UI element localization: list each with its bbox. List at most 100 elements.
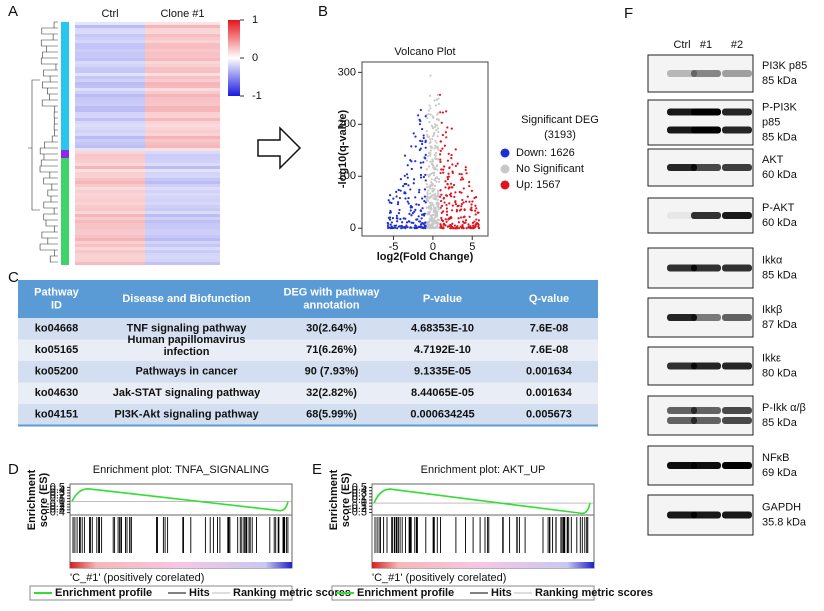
heatmap-cell — [145, 199, 220, 202]
volcano-point-decor — [441, 111, 444, 114]
lane-label: #2 — [731, 39, 743, 51]
heatmap-cell — [75, 181, 145, 184]
heatmap-cell — [145, 58, 220, 61]
legend-frame — [331, 585, 595, 601]
volcano-point-decor — [437, 221, 440, 225]
volcano-point-decor — [434, 198, 437, 201]
volcano-point-decor — [471, 200, 474, 203]
band-decor — [691, 108, 721, 116]
volcano-point-decor — [418, 225, 421, 229]
volcano-point-decor — [425, 130, 428, 133]
heatmap-cell — [75, 82, 145, 85]
volcano-point-decor — [424, 115, 427, 118]
volcano-point-decor — [391, 226, 394, 229]
heatmap-cell — [75, 118, 145, 121]
volcano-point-decor — [439, 226, 442, 229]
heatmap-cell — [145, 34, 220, 37]
volcano-point-decor — [430, 226, 434, 230]
volcano-point-decor — [419, 119, 422, 123]
volcano-point-decor — [428, 211, 431, 214]
volcano-point-decor — [422, 136, 425, 140]
volcano-point-decor — [442, 196, 446, 200]
heatmap-cell — [75, 223, 145, 226]
volcano-point-decor — [463, 208, 466, 211]
volcano-point-decor — [477, 219, 481, 222]
volcano-point-decor — [456, 227, 459, 230]
volcano-point-decor — [468, 184, 471, 188]
legend-label: Hits — [491, 587, 512, 599]
heatmap-cell — [145, 76, 220, 79]
volcano-point-decor — [477, 225, 480, 228]
heatmap-cell — [145, 115, 220, 118]
volcano-point-decor — [440, 216, 443, 220]
volcano-point-decor — [449, 192, 453, 195]
volcano-point-decor — [412, 132, 415, 135]
protein-label: 85 kDa — [762, 269, 798, 281]
heatmap-cell — [75, 88, 145, 91]
volcano-point-decor — [427, 175, 430, 178]
volcano-point-decor — [431, 187, 434, 190]
volcano-point-decor — [447, 218, 450, 221]
volcano-point-decor — [414, 224, 417, 227]
volcano-point-decor — [435, 129, 438, 132]
volcano-point-decor — [436, 210, 439, 213]
volcano-point-decor — [436, 164, 439, 167]
volcano-point-decor — [464, 168, 467, 172]
heatmap-cell — [75, 166, 145, 169]
volcano-point-decor — [434, 215, 437, 218]
volcano-point-decor — [436, 93, 439, 97]
volcano-point-decor — [445, 210, 449, 213]
heatmap-cell — [75, 25, 145, 28]
heatmap-cell — [145, 73, 220, 76]
heatmap-cell — [75, 124, 145, 127]
heatmap-cell — [145, 190, 220, 193]
volcano-point-decor — [390, 221, 393, 224]
caption: 'C_#1' (positively corelated) — [372, 572, 506, 584]
heatmap-cell — [145, 154, 220, 157]
heatmap-cell — [145, 160, 220, 163]
volcano-point-decor — [428, 94, 432, 97]
volcano-point-decor — [439, 224, 442, 227]
volcano-point-decor — [436, 135, 439, 138]
heatmap-cell — [75, 244, 145, 247]
heatmap-cell — [145, 97, 220, 100]
volcano-point-decor — [438, 195, 442, 198]
ranking-bar — [372, 562, 594, 568]
volcano-point-decor — [395, 214, 398, 218]
protein-label: AKT — [762, 154, 784, 166]
volcano-point-decor — [451, 186, 454, 189]
volcano-point-decor — [440, 204, 444, 207]
volcano-point-decor — [429, 149, 432, 152]
volcano-point-decor — [465, 227, 468, 230]
hits-decor — [374, 517, 589, 553]
volcano-point-decor — [433, 153, 436, 157]
volcano-point-decor — [429, 74, 432, 77]
volcano-point-decor — [445, 207, 448, 210]
volcano-point-decor — [425, 173, 429, 176]
volcano-point-decor — [407, 202, 410, 205]
band-decor — [722, 126, 752, 134]
volcano-point-decor — [446, 182, 449, 186]
volcano-point-decor — [417, 203, 420, 206]
heatmap-cell — [75, 70, 145, 73]
volcano-point-decor — [405, 182, 408, 186]
table-header: P-value — [423, 293, 462, 305]
protein-label: 60 kDa — [762, 217, 798, 229]
volcano-point-decor — [446, 178, 450, 181]
volcano-point-decor — [450, 157, 453, 160]
heatmap-cell — [145, 157, 220, 160]
volcano-point-decor — [436, 127, 440, 130]
legend-marker — [500, 164, 510, 174]
volcano-point-decor — [395, 190, 398, 193]
volcano-point-decor — [435, 220, 438, 224]
heatmap-cell — [145, 229, 220, 232]
volcano-point-decor — [439, 140, 442, 143]
volcano-point-decor — [457, 217, 460, 220]
dendrogram — [28, 21, 58, 263]
volcano-point-decor — [428, 201, 432, 204]
table-header: ID — [51, 299, 62, 311]
y-axis-label: Enrichment — [26, 469, 38, 530]
volcano-point-decor — [426, 191, 429, 195]
heatmap-cell — [145, 88, 220, 91]
volcano-point-decor — [427, 189, 430, 192]
